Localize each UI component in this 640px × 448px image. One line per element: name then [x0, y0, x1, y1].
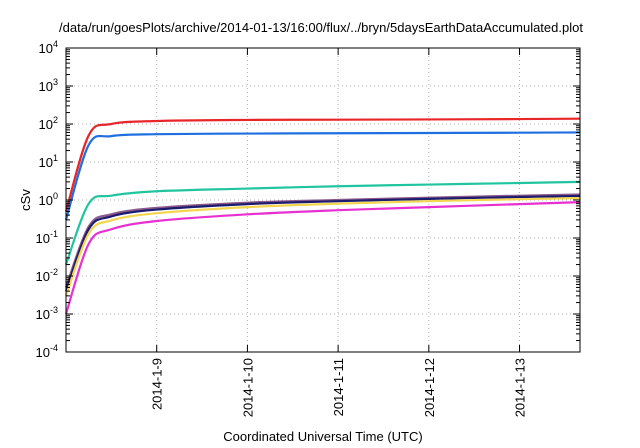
- y-tick-label: 103: [39, 77, 58, 94]
- x-tick-label: 2014-1-13: [513, 358, 528, 417]
- series-lines: [64, 117, 581, 315]
- series-line-1: [64, 117, 581, 212]
- chart-title: /data/run/goesPlots/archive/2014-01-13/1…: [59, 20, 583, 35]
- tick-marks: [66, 47, 580, 353]
- series-line-6: [64, 197, 581, 297]
- y-tick-label: 102: [39, 115, 58, 132]
- x-axis-label: Coordinated Universal Time (UTC): [223, 429, 422, 444]
- y-tick-label: 104: [39, 39, 58, 56]
- series-line-3: [64, 180, 581, 265]
- y-tick-label: 101: [39, 153, 58, 170]
- x-tick-label: 2014-1-12: [422, 358, 437, 417]
- x-tick-label: 2014-1-11: [331, 358, 346, 416]
- y-tick-labels: 10-4 10-3 10-2 10-1 100 101 102 103 104: [36, 39, 58, 360]
- y-tick-label: 100: [39, 191, 58, 208]
- y-tick-label: 10-3: [36, 305, 58, 322]
- x-tick-labels: 2014-1-9 2014-1-10 2014-1-11 2014-1-12 2014-…: [150, 358, 528, 417]
- x-tick-label: 2014-1-9: [150, 358, 165, 410]
- series-line-7: [64, 201, 581, 315]
- y-tick-label: 10-4: [36, 343, 58, 360]
- series-line-4: [64, 193, 581, 288]
- y-tick-label: 10-1: [36, 229, 58, 246]
- y-axis-label: cSv: [18, 189, 33, 211]
- x-tick-label: 2014-1-10: [240, 358, 255, 417]
- series-line-2: [64, 131, 581, 221]
- y-tick-label: 10-2: [36, 267, 58, 284]
- series-line-5: [64, 194, 581, 292]
